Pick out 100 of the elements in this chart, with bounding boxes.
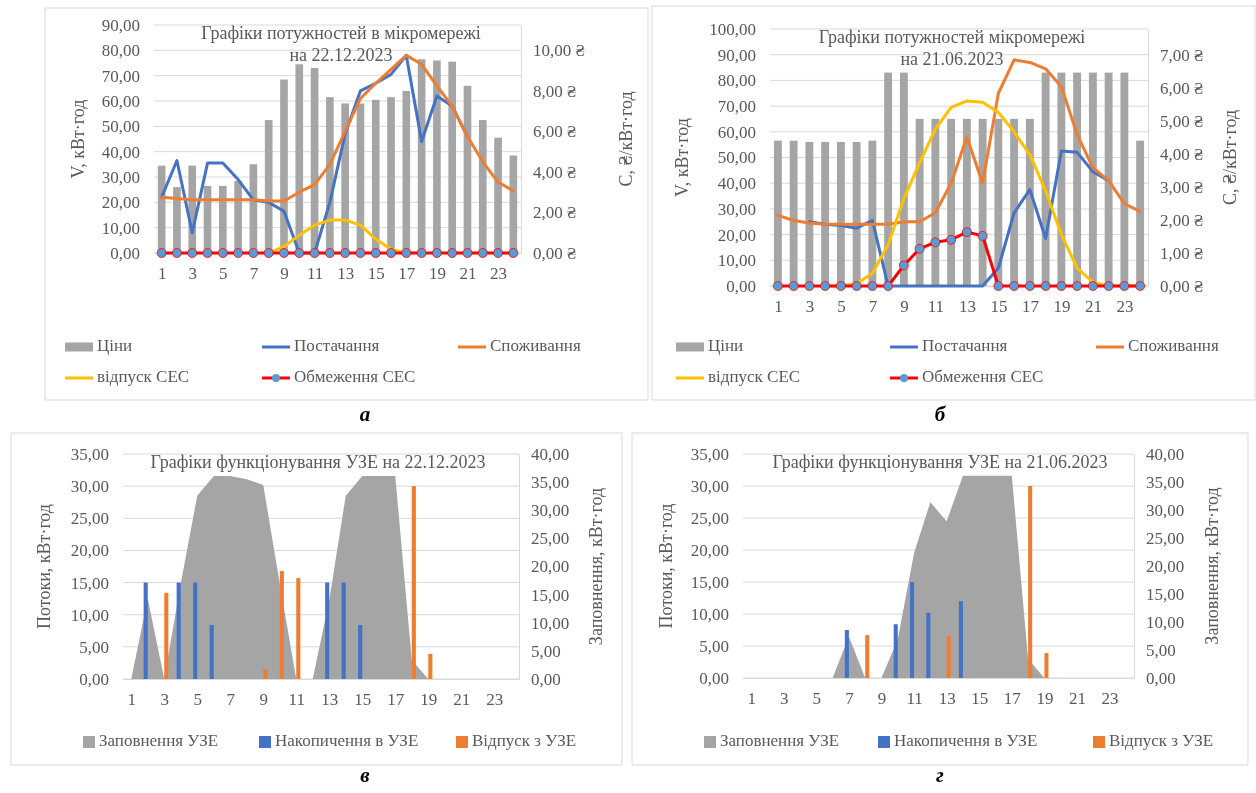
chart-title: Графіки функціонування УЗЕ на 21.06.2023 xyxy=(772,452,1108,472)
x-tick-label: 21 xyxy=(1068,689,1086,709)
point xyxy=(1087,281,1098,291)
y2-tick-label: 2,00 ₴ xyxy=(533,203,577,223)
x-tick-label: 11 xyxy=(906,689,923,709)
y2-tick-label: 4,00 ₴ xyxy=(1160,144,1204,164)
y-axis-title: V, кВт·год xyxy=(672,118,693,197)
point xyxy=(883,281,894,291)
x-tick-label: 9 xyxy=(900,297,909,317)
y2-tick-label: 0,00 ₴ xyxy=(533,243,577,263)
y-tick-label: 30,00 xyxy=(717,199,756,219)
legend-label: Відпуск з УЗЕ xyxy=(472,730,577,750)
x-tick-label: 1 xyxy=(774,297,783,317)
y-tick-label: 70,00 xyxy=(101,66,140,86)
x-tick-label: 5 xyxy=(193,690,202,710)
bar xyxy=(341,582,346,679)
x-tick-label: 5 xyxy=(812,689,822,709)
chart-title: Графіки функціонування УЗЕ на 22.12.2023 xyxy=(150,452,486,472)
x-tick-label: 21 xyxy=(459,264,477,284)
bar xyxy=(909,582,915,678)
x-tick-label: 11 xyxy=(927,297,945,317)
y2-axis-title: Заповнення, кВт·год xyxy=(586,487,607,646)
y-tick-label: 25,00 xyxy=(690,508,729,528)
x-tick-label: 19 xyxy=(1036,689,1054,709)
bar xyxy=(1120,72,1129,286)
y-tick-label: 30,00 xyxy=(690,476,729,496)
x-tick-label: 19 xyxy=(428,264,446,284)
point xyxy=(1024,281,1035,291)
point xyxy=(820,281,831,291)
bar xyxy=(164,592,169,679)
y2-tick-label: 40,00 xyxy=(1146,444,1185,464)
y2-tick-label: 35,00 xyxy=(1146,472,1185,492)
point xyxy=(898,260,909,271)
legend-label: Відпуск з УЗЕ xyxy=(1109,730,1214,750)
point xyxy=(977,230,988,241)
text: а xyxy=(359,402,371,426)
point xyxy=(1072,281,1083,291)
x-tick-label: 15 xyxy=(354,690,372,710)
point xyxy=(946,234,957,245)
x-tick-label: 23 xyxy=(486,690,504,710)
legend-label: Споживання xyxy=(490,335,581,355)
y-tick-label: 20,00 xyxy=(101,193,140,213)
bar xyxy=(411,486,416,679)
text: Графіки потужностей в мікромережі на 22.12.2023 xyxy=(201,23,481,65)
legend-label: Постачання xyxy=(294,335,380,355)
bar xyxy=(193,582,198,679)
y2-tick-label: 5,00 xyxy=(1146,640,1176,660)
point xyxy=(961,227,972,237)
x-tick-label: 11 xyxy=(288,690,305,710)
y-tick-label: 0,00 xyxy=(699,668,729,688)
y2-tick-label: 40,00 xyxy=(531,444,570,464)
y-tick-label: 5,00 xyxy=(699,636,729,656)
y-tick-label: 0,00 xyxy=(726,276,756,296)
y2-tick-label: 7,00 ₴ xyxy=(1160,45,1204,65)
y-tick-label: 5,00 xyxy=(79,637,109,657)
y2-tick-label: 30,00 xyxy=(531,501,570,521)
y2-tick-label: 5,00 xyxy=(531,641,561,661)
y-tick-label: 20,00 xyxy=(717,225,756,245)
bar xyxy=(1028,486,1033,678)
y2-tick-label: 10,00 xyxy=(1146,612,1185,632)
y2-tick-label: 2,00 ₴ xyxy=(1160,210,1204,230)
point xyxy=(930,237,941,248)
bar xyxy=(789,140,798,286)
x-tick-label: 7 xyxy=(868,297,878,317)
legend-label: Споживання xyxy=(1128,335,1219,355)
point xyxy=(914,243,925,254)
x-tick-label: 21 xyxy=(453,690,471,710)
point xyxy=(1135,281,1146,291)
y-tick-label: 60,00 xyxy=(101,91,140,111)
y2-tick-label: 10,00 xyxy=(531,613,570,633)
y2-tick-label: 5,00 ₴ xyxy=(1160,111,1204,131)
x-tick-label: 3 xyxy=(188,264,197,284)
x-tick-label: 21 xyxy=(1084,297,1102,317)
point xyxy=(804,281,815,291)
x-tick-label: 5 xyxy=(219,264,228,284)
y-tick-label: 25,00 xyxy=(70,509,109,529)
point xyxy=(788,281,799,291)
y-tick-label: 90,00 xyxy=(717,45,756,65)
bar xyxy=(926,612,931,678)
y2-tick-label: 6,00 ₴ xyxy=(533,122,577,142)
y2-tick-label: 25,00 xyxy=(531,529,570,549)
y2-tick-label: 15,00 xyxy=(1146,584,1185,604)
bar xyxy=(958,601,963,678)
x-tick-label: 3 xyxy=(779,689,789,709)
y-tick-label: 100,00 xyxy=(709,19,756,39)
y2-axis-title: Заповнення, кВт·год xyxy=(1202,487,1223,645)
point xyxy=(1040,281,1051,291)
y-tick-label: 10,00 xyxy=(717,251,756,271)
bar xyxy=(1104,72,1113,286)
bar xyxy=(371,99,380,253)
y-tick-label: 70,00 xyxy=(717,97,756,117)
bar xyxy=(358,625,363,679)
y2-tick-label: 35,00 xyxy=(531,473,570,493)
y-axis-title: Потоки, кВт·год xyxy=(656,503,677,629)
bar xyxy=(263,669,268,679)
point xyxy=(993,281,1004,291)
y2-tick-label: 0,00 xyxy=(1146,668,1176,688)
x-tick-label: 9 xyxy=(259,690,268,710)
x-tick-label: 3 xyxy=(160,690,169,710)
x-tick-label: 7 xyxy=(249,264,259,284)
